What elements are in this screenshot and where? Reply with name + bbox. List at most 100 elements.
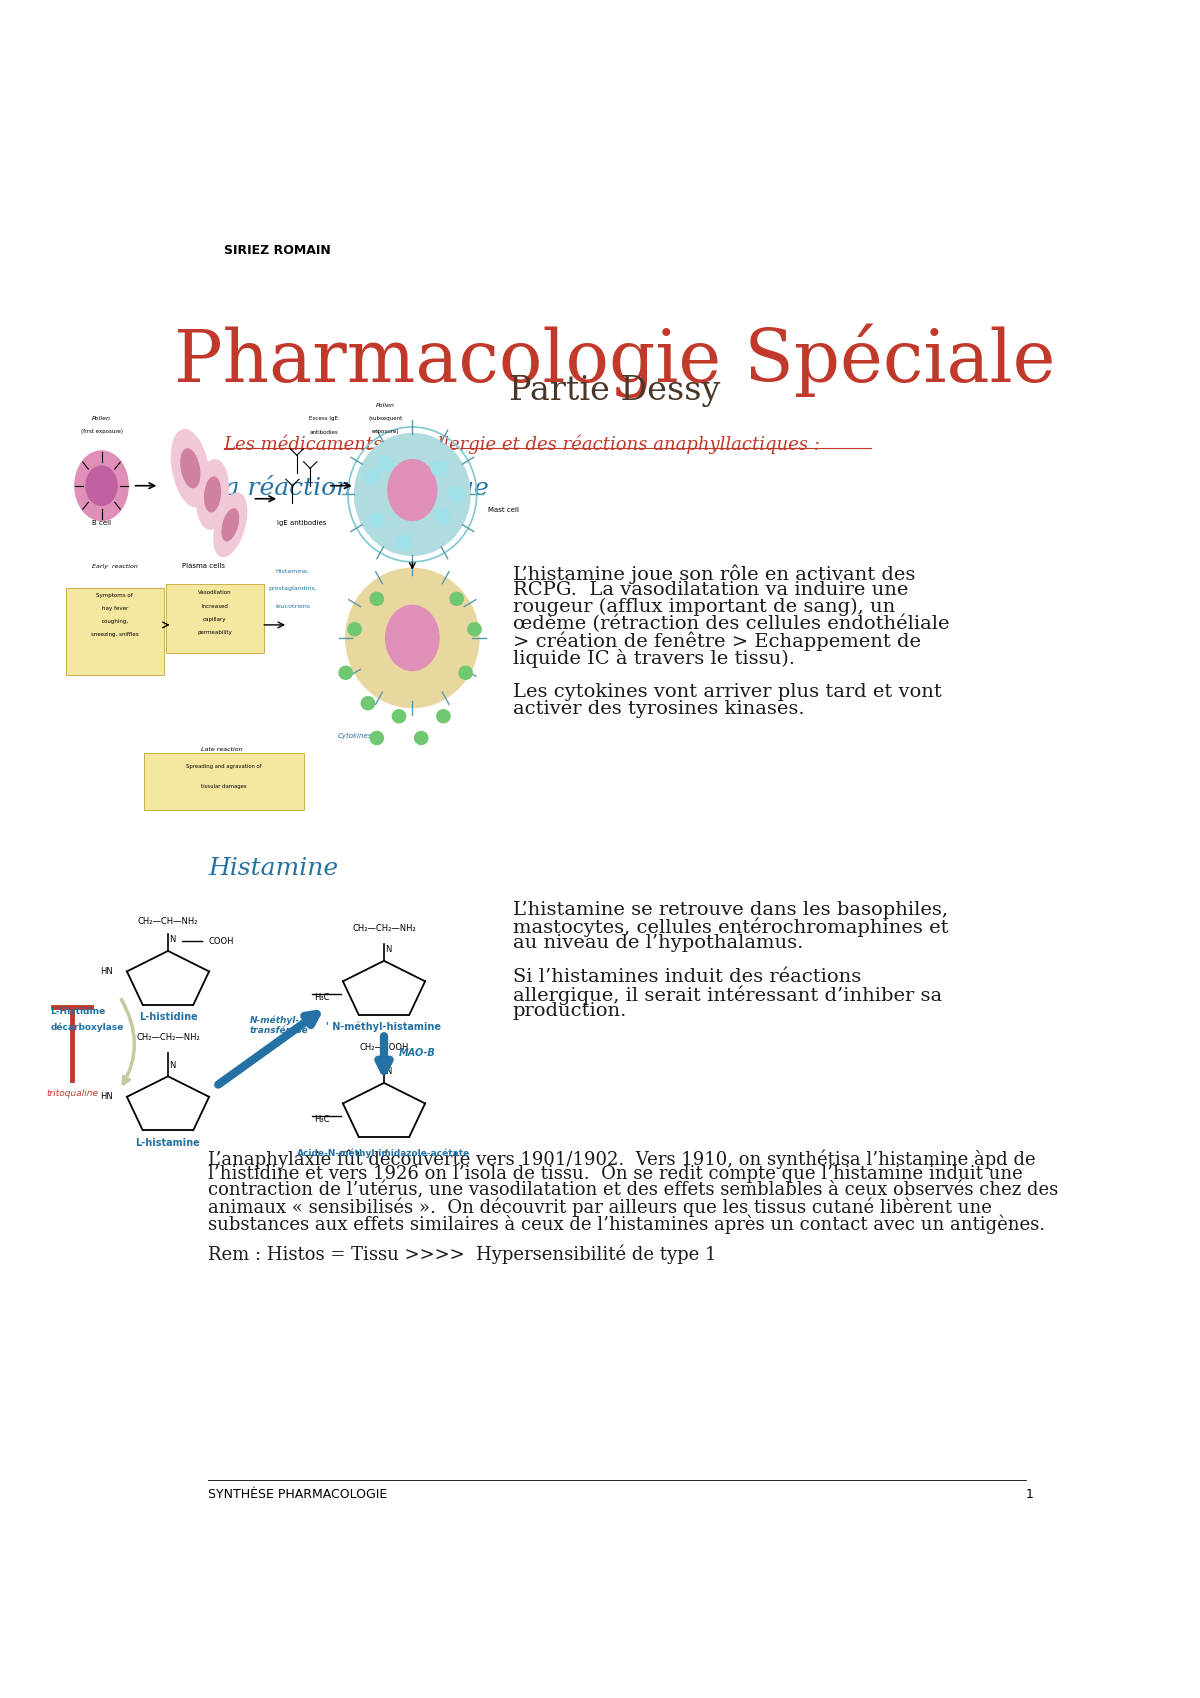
- FancyBboxPatch shape: [68, 565, 162, 588]
- Circle shape: [370, 593, 384, 604]
- Text: Histamine,: Histamine,: [276, 569, 310, 574]
- Ellipse shape: [436, 508, 451, 523]
- Text: RCPG.  La vasodilatation va induire une: RCPG. La vasodilatation va induire une: [512, 581, 908, 599]
- Text: production.: production.: [512, 1002, 628, 1020]
- Text: Rem : Histos = Tissu >>>>  Hypersensibilité de type 1: Rem : Histos = Tissu >>>> Hypersensibili…: [208, 1245, 716, 1265]
- Ellipse shape: [172, 430, 209, 508]
- Text: > création de fenêtre > Echappement de: > création de fenêtre > Echappement de: [512, 632, 920, 652]
- Ellipse shape: [431, 460, 446, 475]
- Text: Mast cell: Mast cell: [488, 506, 518, 513]
- Ellipse shape: [355, 433, 470, 555]
- Text: H₃C: H₃C: [314, 993, 329, 1002]
- Text: L-histidine: L-histidine: [139, 1012, 197, 1022]
- Text: HN: HN: [100, 1092, 113, 1102]
- Text: décarboxylase: décarboxylase: [50, 1022, 124, 1032]
- Text: prostaglandins,: prostaglandins,: [268, 586, 317, 591]
- Text: Symptoms of: Symptoms of: [96, 593, 133, 598]
- Text: N: N: [169, 936, 176, 944]
- Text: H₃C: H₃C: [314, 1116, 329, 1124]
- Text: Pollen: Pollen: [376, 404, 395, 409]
- Text: l’histidine et vers 1926 on l’isola de tissu.  On se redit compte que l’histamin: l’histidine et vers 1926 on l’isola de t…: [208, 1165, 1022, 1184]
- Text: tissular damages: tissular damages: [200, 784, 246, 790]
- Text: Les cytokines vont arriver plus tard et vont: Les cytokines vont arriver plus tard et …: [512, 683, 942, 701]
- Text: substances aux effets similaires à ceux de l’histamines après un contact avec un: substances aux effets similaires à ceux …: [208, 1214, 1045, 1233]
- Text: Spreading and agravation of: Spreading and agravation of: [186, 764, 262, 769]
- Text: L-Histidine: L-Histidine: [50, 1007, 106, 1015]
- Text: tritoqualine: tritoqualine: [46, 1088, 98, 1099]
- Text: Si l’histamines induit des réactions: Si l’histamines induit des réactions: [512, 968, 860, 987]
- Text: antibodies: antibodies: [310, 430, 338, 435]
- Ellipse shape: [449, 487, 464, 503]
- Text: CH₂—CH—NH₂: CH₂—CH—NH₂: [138, 917, 198, 927]
- Ellipse shape: [346, 569, 479, 708]
- Text: permeability: permeability: [197, 630, 232, 635]
- Text: IgE antibodies: IgE antibodies: [277, 520, 326, 526]
- Text: Partie Dessy: Partie Dessy: [509, 375, 721, 408]
- Text: hay fever: hay fever: [102, 606, 128, 611]
- Ellipse shape: [181, 448, 199, 487]
- Ellipse shape: [197, 460, 228, 530]
- Circle shape: [348, 623, 361, 635]
- Ellipse shape: [86, 467, 118, 506]
- Text: N-méthyl-
transférase: N-méthyl- transférase: [250, 1015, 308, 1036]
- Text: mastocytes, cellules entérochromaphines et: mastocytes, cellules entérochromaphines …: [512, 917, 948, 937]
- Ellipse shape: [222, 509, 239, 540]
- Text: exposure): exposure): [372, 430, 400, 435]
- Text: au niveau de l’hypothalamus.: au niveau de l’hypothalamus.: [512, 934, 803, 953]
- Text: Increased: Increased: [202, 603, 228, 608]
- Text: Pollen: Pollen: [92, 416, 112, 421]
- Circle shape: [437, 710, 450, 723]
- Text: animaux « sensibilisés ».  On découvrit par ailleurs que les tissus cutané libèr: animaux « sensibilisés ». On découvrit p…: [208, 1197, 992, 1217]
- Text: œdème (rétraction des cellules endothéliale: œdème (rétraction des cellules endothéli…: [512, 615, 949, 633]
- Text: Acide-N-méthyl-imidazole-acétate: Acide-N-méthyl-imidazole-acétate: [298, 1148, 470, 1158]
- Text: L-histamine: L-histamine: [136, 1138, 200, 1148]
- Circle shape: [450, 593, 463, 604]
- Circle shape: [392, 710, 406, 723]
- Text: ' N-méthyl-histamine: ' N-méthyl-histamine: [326, 1022, 442, 1032]
- FancyBboxPatch shape: [144, 754, 304, 810]
- Text: L’histamine joue son rôle en activant des: L’histamine joue son rôle en activant de…: [512, 564, 916, 584]
- Text: sneezing, sniffles: sneezing, sniffles: [91, 632, 139, 637]
- Text: Pharmacologie Spéciale: Pharmacologie Spéciale: [174, 323, 1056, 397]
- Text: SIRIEZ ROMAIN: SIRIEZ ROMAIN: [223, 245, 330, 256]
- FancyBboxPatch shape: [166, 584, 264, 654]
- Text: L’histamine se retrouve dans les basophiles,: L’histamine se retrouve dans les basophi…: [512, 900, 948, 919]
- FancyBboxPatch shape: [66, 588, 163, 674]
- Text: 1: 1: [1026, 1487, 1033, 1501]
- Text: (first exposure): (first exposure): [80, 430, 122, 435]
- Circle shape: [458, 666, 473, 679]
- Text: N: N: [385, 1068, 392, 1077]
- Circle shape: [340, 666, 353, 679]
- Text: Cytokines: Cytokines: [337, 734, 372, 739]
- Text: CH₂—COOH: CH₂—COOH: [359, 1043, 409, 1051]
- Text: L’anaphylaxie fût découverte vers 1901/1902.  Vers 1910, on synthétisa l’histami: L’anaphylaxie fût découverte vers 1901/1…: [208, 1150, 1036, 1168]
- Text: MAO-B: MAO-B: [398, 1048, 436, 1058]
- Text: activer des tyrosines kinases.: activer des tyrosines kinases.: [512, 700, 804, 718]
- Text: CH₂—CH₂—NH₂: CH₂—CH₂—NH₂: [136, 1032, 200, 1043]
- Circle shape: [361, 696, 374, 710]
- Text: Late reaction: Late reaction: [200, 747, 242, 752]
- Text: rougeur (afflux important de sang), un: rougeur (afflux important de sang), un: [512, 598, 895, 616]
- Text: coughing,: coughing,: [101, 618, 128, 623]
- Text: (subsequent: (subsequent: [368, 416, 403, 421]
- Text: SYNTHÈSE PHARMACOLOGIE: SYNTHÈSE PHARMACOLOGIE: [208, 1487, 388, 1501]
- Text: La réaction allergique: La réaction allergique: [208, 475, 488, 499]
- Ellipse shape: [388, 460, 437, 521]
- Ellipse shape: [370, 513, 384, 528]
- Ellipse shape: [385, 604, 439, 671]
- Text: N: N: [169, 1061, 176, 1070]
- Text: Plasma cells: Plasma cells: [182, 564, 226, 569]
- Text: Les médicaments de l'allergie et des réactions anaphyllactiques :: Les médicaments de l'allergie et des réa…: [223, 435, 821, 455]
- Text: leucotriens: leucotriens: [275, 603, 310, 608]
- Ellipse shape: [214, 492, 247, 557]
- Text: HN: HN: [100, 966, 113, 976]
- Text: COOH: COOH: [209, 937, 234, 946]
- Text: N: N: [385, 946, 392, 954]
- Text: CH₂—CH₂—NH₂: CH₂—CH₂—NH₂: [352, 924, 416, 934]
- Ellipse shape: [378, 457, 394, 472]
- Text: capillary: capillary: [203, 616, 227, 621]
- Circle shape: [370, 732, 384, 744]
- Text: B cell: B cell: [92, 520, 112, 526]
- Ellipse shape: [205, 477, 221, 511]
- Text: liquide IC à travers le tissu).: liquide IC à travers le tissu).: [512, 649, 794, 667]
